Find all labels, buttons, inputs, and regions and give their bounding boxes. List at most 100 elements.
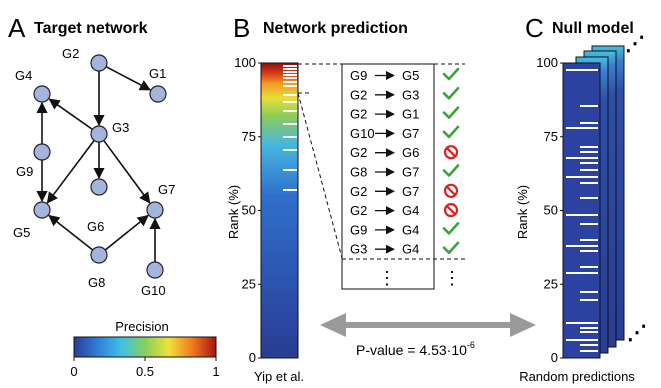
ytick-label: 25 bbox=[242, 276, 256, 291]
edge-g3-g4 bbox=[49, 99, 92, 129]
prediction-row: G2 G3 bbox=[350, 87, 458, 102]
panel-a-title: Target network bbox=[34, 20, 148, 37]
panel-c-heading: C Null model bbox=[525, 13, 634, 43]
row-source: G9 bbox=[350, 68, 367, 83]
colorbar-strip bbox=[74, 337, 216, 357]
node-g8 bbox=[91, 247, 107, 263]
null-ellipsis-bottom: ⋰ bbox=[627, 322, 647, 344]
check-icon bbox=[444, 243, 458, 253]
edge-g2-g1 bbox=[106, 67, 150, 90]
node-g10 bbox=[147, 262, 163, 278]
prediction-row: G2 G1 bbox=[350, 107, 458, 122]
row-target: G7 bbox=[402, 126, 419, 141]
ytick-label: 50 bbox=[544, 203, 558, 218]
prediction-row: G10 G7 bbox=[350, 126, 458, 141]
null-model: Rank (%) 0 25 50 75 100 ⋰ ⋰ Random predictio… bbox=[515, 33, 647, 384]
zoom-connector bbox=[298, 64, 342, 258]
node-g4 bbox=[34, 86, 50, 102]
ytick-label: 0 bbox=[249, 350, 256, 365]
panel-b-title: Network prediction bbox=[263, 20, 408, 37]
panel-a-letter: A bbox=[8, 13, 26, 43]
colorbar-tick-label: 0.5 bbox=[136, 364, 154, 379]
prediction-row: G2 G7 bbox=[350, 184, 457, 199]
null-yticks: 0 25 50 75 100 bbox=[536, 55, 563, 365]
node-label-g10: G10 bbox=[141, 283, 166, 298]
table-ellipsis: ⋮ bbox=[378, 268, 396, 288]
prohibited-icon bbox=[445, 204, 457, 216]
comparison: P-value = 4.53·10-6 bbox=[320, 313, 536, 358]
prediction-row: G3 G4 bbox=[350, 242, 458, 257]
row-source: G3 bbox=[350, 242, 367, 257]
null-ellipsis-top: ⋰ bbox=[625, 33, 645, 55]
row-source: G8 bbox=[350, 165, 367, 180]
prediction-row: G9 G5 bbox=[350, 68, 458, 83]
status-ellipsis: ⋮ bbox=[443, 268, 461, 288]
node-g1 bbox=[150, 86, 166, 102]
prohibited-icon bbox=[445, 185, 457, 197]
check-icon bbox=[444, 69, 458, 79]
check-icon bbox=[444, 223, 458, 233]
node-label-g9: G9 bbox=[16, 164, 33, 179]
colorbar-title: Precision bbox=[115, 319, 168, 334]
ytick-label: 50 bbox=[242, 203, 256, 218]
row-target: G1 bbox=[402, 107, 419, 122]
prediction-column: Rank (%) 0 25 50 75 100 Yip et al. bbox=[226, 55, 304, 384]
row-target: G6 bbox=[402, 145, 419, 160]
panel-c-letter: C bbox=[525, 13, 544, 43]
pvalue-exponent: -6 bbox=[467, 340, 475, 350]
row-target: G4 bbox=[402, 222, 419, 237]
node-label-g1: G1 bbox=[149, 66, 166, 81]
node-g7 bbox=[147, 202, 163, 218]
check-icon bbox=[444, 166, 458, 176]
prediction-bar bbox=[261, 63, 298, 358]
colorbar-tick-label: 0 bbox=[70, 364, 77, 379]
row-source: G2 bbox=[350, 107, 367, 122]
row-target: G4 bbox=[402, 242, 419, 257]
node-label-g4: G4 bbox=[15, 68, 32, 83]
pvalue-label: P-value = 4.53·10 bbox=[356, 342, 467, 358]
panel-a-heading: A Target network bbox=[8, 13, 148, 43]
panel-b-heading: B Network prediction bbox=[233, 13, 408, 43]
ytick-label: 100 bbox=[234, 55, 256, 70]
node-label-g2: G2 bbox=[62, 46, 79, 61]
node-label-g6: G6 bbox=[87, 219, 104, 234]
row-target: G5 bbox=[402, 68, 419, 83]
node-g9 bbox=[34, 144, 50, 160]
prediction-xlabel: Yip et al. bbox=[254, 369, 304, 384]
ytick-label: 100 bbox=[536, 55, 558, 70]
row-target: G7 bbox=[402, 165, 419, 180]
row-source: G2 bbox=[350, 87, 367, 102]
panel-b-letter: B bbox=[233, 13, 250, 43]
colorbar-tick-label: 1 bbox=[212, 364, 219, 379]
node-g2 bbox=[91, 55, 107, 71]
node-g3 bbox=[91, 126, 107, 142]
node-label-g7: G7 bbox=[158, 182, 175, 197]
null-xlabel: Random predictions bbox=[519, 369, 635, 384]
prediction-row: G9 G4 bbox=[350, 222, 458, 237]
network-nodes: G1 G2 G3 G4 G5 G6 G7 G8 G9 G10 bbox=[13, 46, 175, 298]
edge-g8-g7 bbox=[105, 216, 148, 250]
panel-c-title: Null model bbox=[552, 20, 634, 37]
row-target: G7 bbox=[402, 184, 419, 199]
edge-g3-g5 bbox=[47, 140, 94, 202]
comparison-arrow-right bbox=[510, 313, 536, 337]
prediction-row: G2 G6 bbox=[350, 145, 457, 160]
pvalue: P-value = 4.53·10-6 bbox=[356, 340, 475, 358]
node-g5 bbox=[34, 202, 50, 218]
ytick-label: 25 bbox=[544, 276, 558, 291]
node-g6 bbox=[91, 179, 107, 195]
null-front-bar bbox=[563, 63, 600, 358]
prohibited-icon bbox=[445, 146, 457, 158]
row-target: G4 bbox=[402, 203, 419, 218]
row-source: G2 bbox=[350, 203, 367, 218]
row-target: G3 bbox=[402, 87, 419, 102]
prediction-row: G2 G4 bbox=[350, 203, 457, 218]
row-source: G10 bbox=[350, 126, 375, 141]
prediction-row: G8 G7 bbox=[350, 165, 458, 180]
node-label-g8: G8 bbox=[88, 275, 105, 290]
node-label-g5: G5 bbox=[13, 225, 30, 240]
ytick-label: 0 bbox=[551, 350, 558, 365]
zoom-line-bottom bbox=[298, 93, 342, 258]
